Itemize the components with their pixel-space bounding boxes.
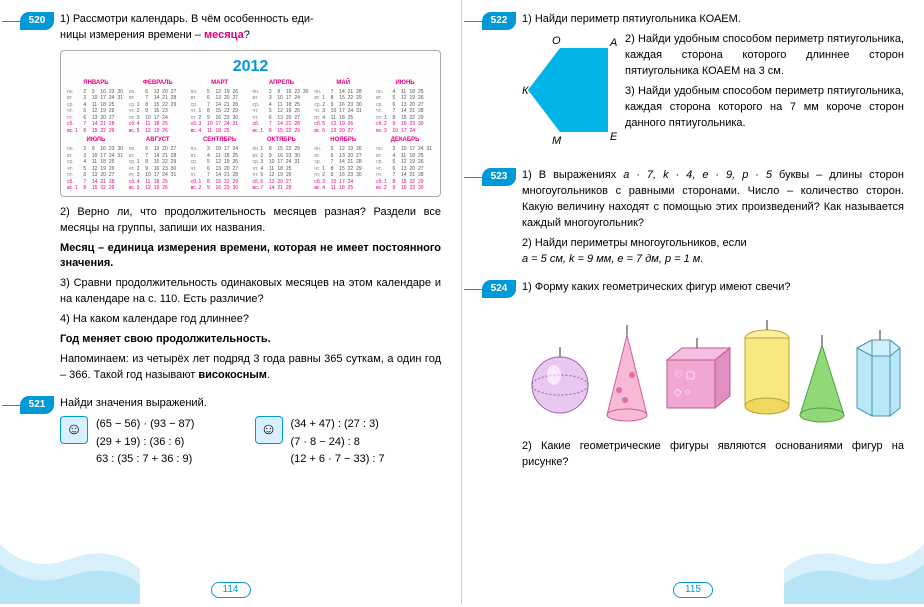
exercise-body: 1) Форму каких геометрических фигур имею… (522, 280, 904, 476)
highlighted-text: Месяц – единица измерения времени, котор… (60, 241, 441, 273)
face-icon: ☺ (60, 416, 88, 444)
exercise-521: 521 Найди значения выражений. ☺ (65 − 56… (20, 396, 441, 469)
text: Напоминаем: из четырёх лет подряд 3 года… (60, 352, 441, 384)
candle-shapes-figure: ♡ ▢ ◇ ○ (522, 300, 904, 436)
text: 3) Сравни продолжительность одинаковых м… (60, 276, 441, 308)
text: 2) Верно ли, что продолжительность месяц… (60, 205, 441, 237)
text: 1) В выражениях а · 7, k · 4, е · 9, р ·… (522, 168, 904, 232)
calendar-year: 2012 (67, 55, 434, 78)
exercise-body: Найди значения выражений. ☺ (65 − 56) · … (60, 396, 441, 469)
text: 1) Найди периметр пятиугольника КОАЕМ. (522, 12, 904, 28)
text: 4) На каком календаре год длиннее? (60, 312, 441, 328)
text: 1) Форму каких геометрических фигур имею… (522, 280, 904, 296)
text: 2) Найди периметры многоугольников, если… (522, 236, 904, 268)
text: Найди значения выражений. (60, 396, 441, 412)
exercise-badge: 523 (482, 168, 516, 186)
expression-columns: ☺ (65 − 56) · (93 − 87) (29 + 19) : (36 … (60, 416, 441, 469)
svg-text:О: О (552, 35, 561, 47)
face-icon: ☺ (255, 416, 283, 444)
exercise-body: 1) Найди периметр пятиугольника КОАЕМ. О… (522, 12, 904, 160)
expression-col: (34 + 47) : (27 : 3) (7 · 8 − 24) : 8 (1… (291, 416, 442, 469)
svg-text:К: К (522, 85, 529, 97)
corner-decoration (784, 514, 924, 604)
highlighted-text: Год меняет свою продолжительность. (60, 332, 441, 348)
page-number: 115 (673, 582, 713, 598)
calendar-2012: 2012 ЯНВАРЬпн.29162330вт.310172431ср.411… (60, 50, 441, 197)
exercise-badge: 521 (20, 396, 54, 414)
exercise-badge: 524 (482, 280, 516, 298)
page-right: 522 1) Найди периметр пятиугольника КОАЕ… (462, 0, 924, 604)
exercise-524: 524 1) Форму каких геометрических фигур … (482, 280, 904, 476)
pentagon-text: 2) Найди удобным способом периметр пятиу… (625, 32, 904, 152)
svg-text:М: М (552, 135, 562, 147)
svg-text:♡ ▢: ♡ ▢ (674, 370, 695, 381)
text: 2) Какие геометрические фигуры являются … (522, 439, 904, 471)
exercise-badge: 522 (482, 12, 516, 30)
exercise-body: 1) Рассмотри календарь. В чём особенност… (60, 12, 441, 388)
exercise-522: 522 1) Найди периметр пятиугольника КОАЕ… (482, 12, 904, 160)
exercise-523: 523 1) В выражениях а · 7, k · 4, е · 9,… (482, 168, 904, 272)
exercise-body: 1) В выражениях а · 7, k · 4, е · 9, р ·… (522, 168, 904, 272)
text: 1) Рассмотри календарь. В чём особенност… (60, 12, 441, 44)
expression-col: (65 − 56) · (93 − 87) (29 + 19) : (36 : … (96, 416, 247, 469)
pentagon-block: О А К М Е 2) Найди удобным способом пери… (522, 32, 904, 152)
calendar-row-top: ЯНВАРЬпн.29162330вт.310172431ср.4111825ч… (67, 80, 434, 134)
pentagon-figure: О А К М Е (522, 32, 617, 152)
svg-text:◇ ○: ◇ ○ (674, 387, 691, 398)
page-number: 114 (211, 582, 251, 598)
svg-text:А: А (609, 37, 617, 49)
page-left: 520 1) Рассмотри календарь. В чём особен… (0, 0, 462, 604)
exercise-badge: 520 (20, 12, 54, 30)
corner-decoration (0, 514, 140, 604)
calendar-row-bottom: ИЮЛЬпн.29162330вт.310172431ср.4111825чт.… (67, 137, 434, 191)
svg-text:Е: Е (610, 131, 617, 143)
exercise-520: 520 1) Рассмотри календарь. В чём особен… (20, 12, 441, 388)
